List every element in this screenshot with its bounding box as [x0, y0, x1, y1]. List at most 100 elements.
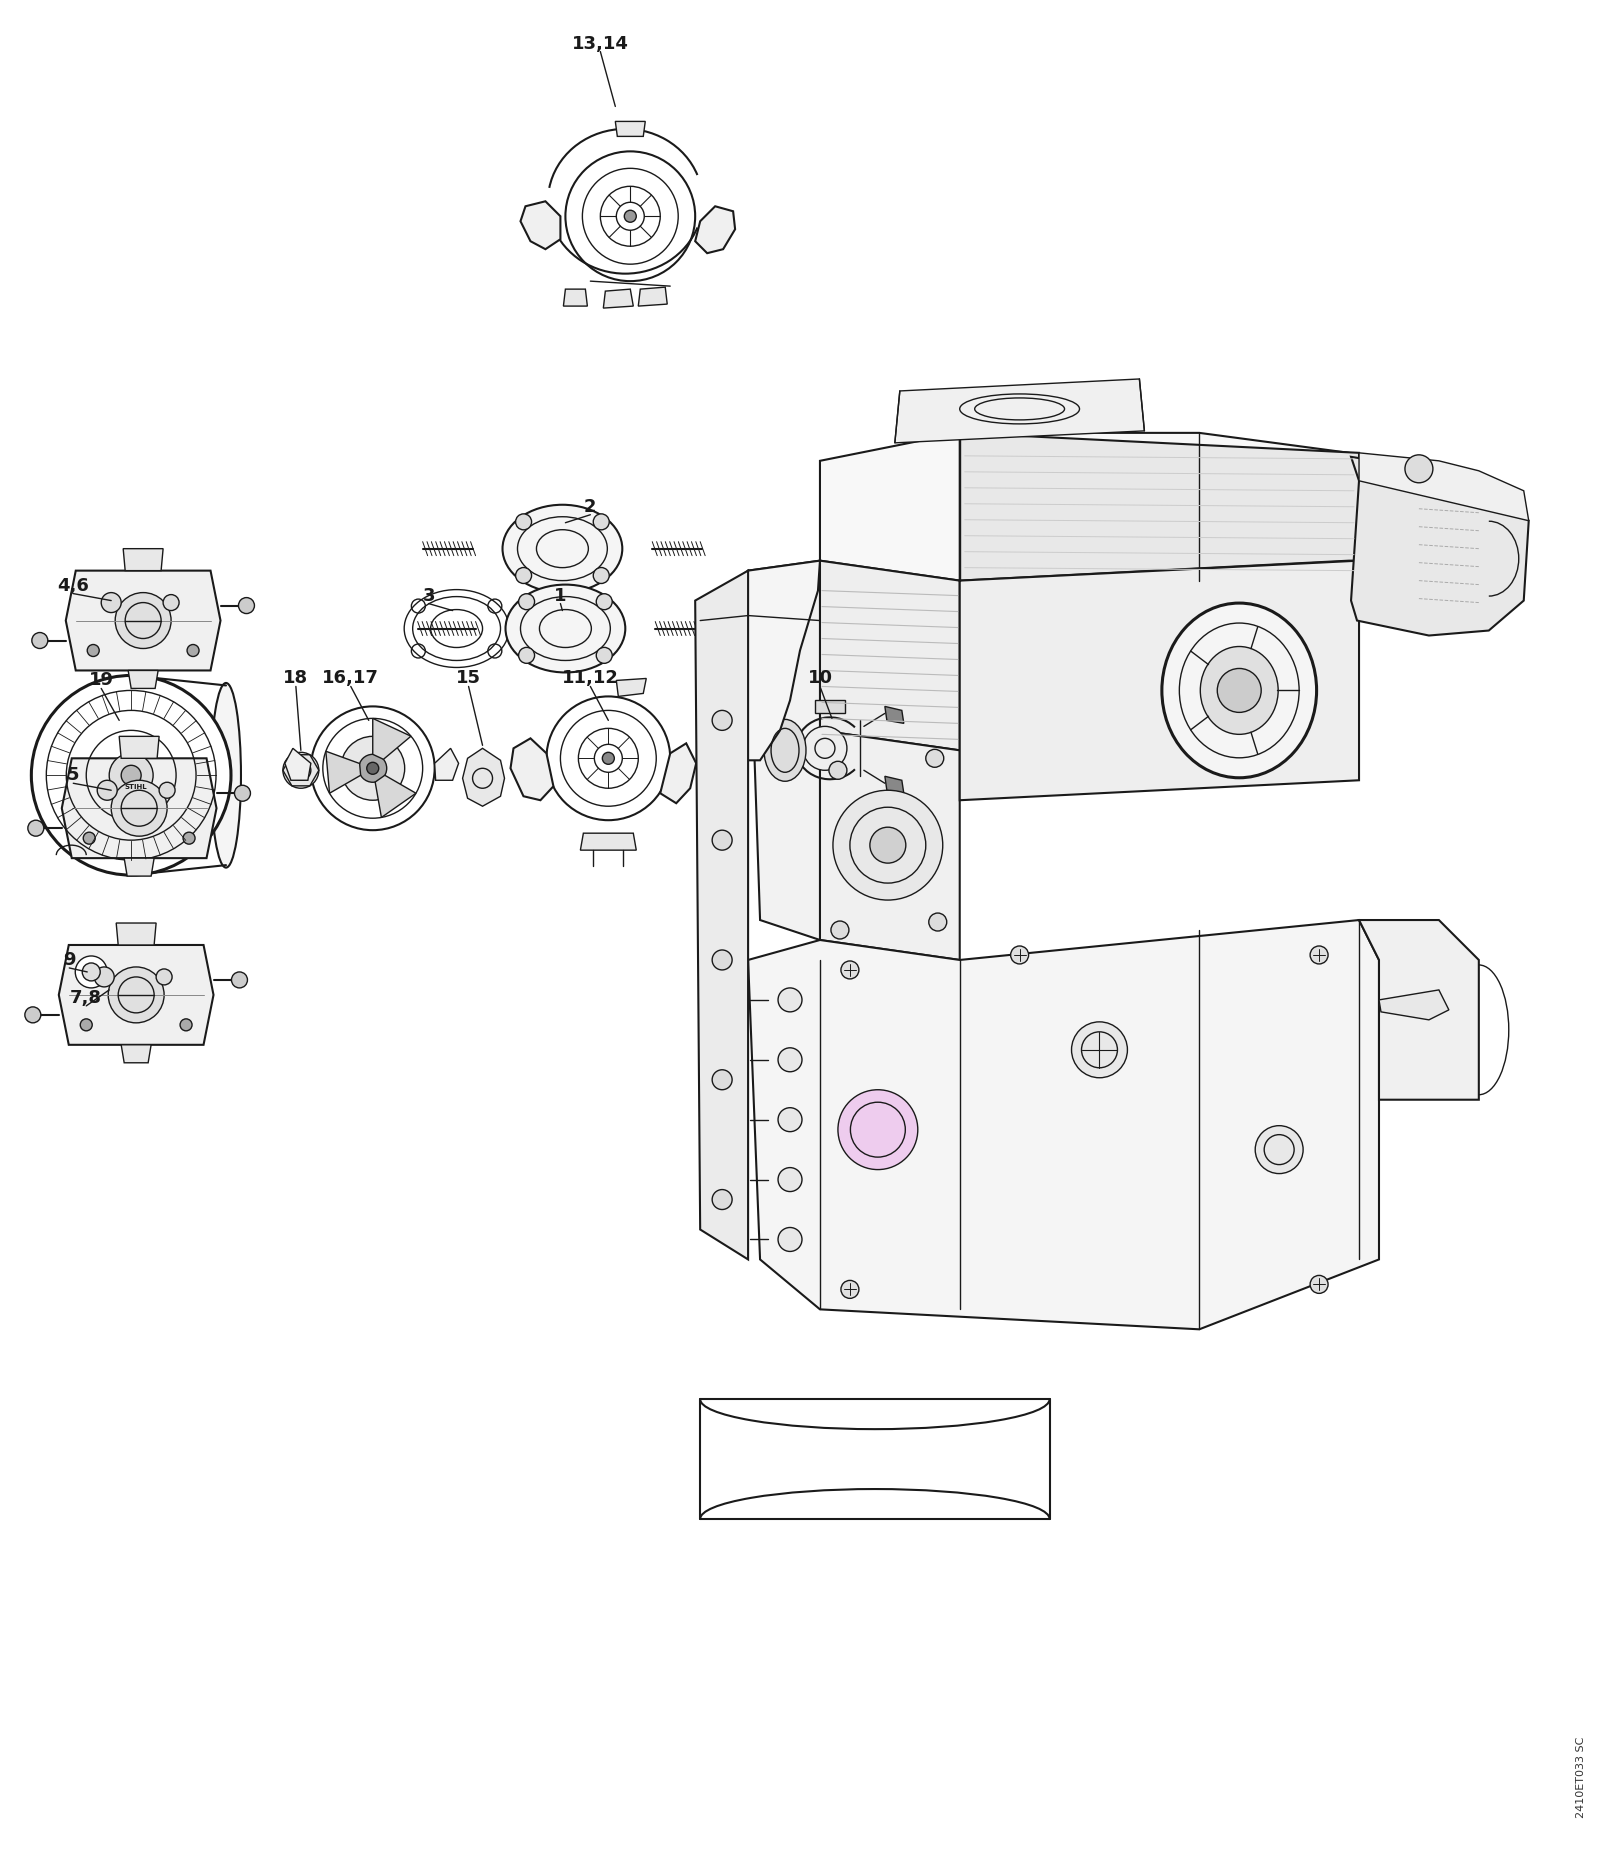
Ellipse shape [405, 589, 509, 668]
Circle shape [1011, 947, 1029, 964]
Circle shape [75, 956, 107, 988]
Circle shape [27, 819, 43, 836]
Circle shape [109, 967, 165, 1023]
Circle shape [157, 969, 173, 984]
Polygon shape [122, 1044, 150, 1063]
Circle shape [712, 950, 733, 969]
Text: 18: 18 [283, 670, 309, 687]
Circle shape [1072, 1022, 1128, 1078]
Circle shape [594, 515, 610, 529]
Circle shape [712, 831, 733, 849]
Circle shape [94, 967, 114, 986]
Polygon shape [123, 548, 163, 571]
Polygon shape [960, 561, 1358, 801]
Circle shape [778, 1108, 802, 1132]
Polygon shape [374, 775, 416, 818]
Polygon shape [701, 561, 819, 760]
Circle shape [928, 913, 947, 932]
Circle shape [235, 786, 251, 801]
Circle shape [358, 754, 387, 782]
Circle shape [283, 752, 318, 788]
Circle shape [163, 595, 179, 610]
Ellipse shape [838, 1089, 918, 1169]
Polygon shape [694, 571, 749, 1259]
Circle shape [1310, 947, 1328, 964]
Circle shape [842, 1280, 859, 1298]
Polygon shape [462, 748, 504, 806]
Circle shape [842, 962, 859, 979]
Circle shape [181, 1020, 192, 1031]
Ellipse shape [506, 584, 626, 672]
Polygon shape [638, 286, 667, 307]
Circle shape [597, 593, 613, 610]
Circle shape [109, 754, 154, 797]
Circle shape [98, 780, 117, 801]
Polygon shape [59, 945, 213, 1044]
Circle shape [115, 593, 171, 649]
Polygon shape [563, 290, 587, 307]
Polygon shape [819, 432, 1358, 580]
Circle shape [778, 1168, 802, 1192]
Polygon shape [1358, 921, 1478, 1100]
Circle shape [182, 833, 195, 844]
Ellipse shape [502, 505, 622, 593]
Circle shape [830, 921, 850, 939]
Text: 9: 9 [62, 950, 75, 969]
Circle shape [547, 696, 670, 819]
Polygon shape [694, 206, 734, 253]
Polygon shape [885, 707, 904, 724]
Circle shape [366, 761, 379, 775]
Polygon shape [117, 922, 157, 945]
Circle shape [602, 752, 614, 763]
Circle shape [32, 632, 48, 649]
Text: 16,17: 16,17 [322, 670, 379, 687]
Circle shape [594, 567, 610, 584]
Ellipse shape [211, 683, 242, 868]
Polygon shape [819, 730, 960, 960]
Circle shape [870, 827, 906, 863]
Circle shape [1310, 1276, 1328, 1293]
Circle shape [624, 210, 637, 223]
Polygon shape [749, 561, 819, 939]
Text: 3: 3 [422, 587, 435, 604]
Text: 2: 2 [584, 498, 597, 516]
Circle shape [829, 761, 846, 780]
Circle shape [518, 647, 534, 664]
Circle shape [834, 790, 942, 900]
Polygon shape [128, 670, 158, 689]
Polygon shape [510, 739, 554, 801]
Circle shape [26, 1007, 42, 1023]
Circle shape [232, 971, 248, 988]
Polygon shape [894, 380, 1144, 443]
Circle shape [1218, 668, 1261, 713]
Circle shape [712, 1070, 733, 1089]
Circle shape [158, 782, 174, 799]
Circle shape [80, 1020, 93, 1031]
Text: 5: 5 [67, 767, 80, 784]
Polygon shape [616, 679, 646, 696]
Circle shape [778, 1048, 802, 1072]
Polygon shape [1379, 990, 1450, 1020]
Text: 13,14: 13,14 [571, 34, 629, 52]
Text: 19: 19 [88, 672, 114, 689]
Polygon shape [62, 758, 216, 859]
Text: 1: 1 [554, 587, 566, 604]
Circle shape [778, 1227, 802, 1252]
Text: 10: 10 [808, 670, 832, 687]
Circle shape [83, 833, 96, 844]
Circle shape [1256, 1126, 1302, 1173]
Polygon shape [616, 122, 645, 137]
Circle shape [101, 593, 122, 612]
Circle shape [82, 964, 101, 980]
Polygon shape [819, 561, 960, 750]
Polygon shape [285, 748, 310, 780]
Polygon shape [66, 571, 221, 670]
Text: STIHL: STIHL [125, 784, 147, 790]
Text: 15: 15 [456, 670, 482, 687]
Polygon shape [661, 743, 696, 803]
Polygon shape [749, 921, 1379, 1328]
Ellipse shape [1162, 602, 1317, 778]
Circle shape [518, 593, 534, 610]
Polygon shape [603, 290, 634, 309]
Text: 4,6: 4,6 [58, 576, 90, 595]
